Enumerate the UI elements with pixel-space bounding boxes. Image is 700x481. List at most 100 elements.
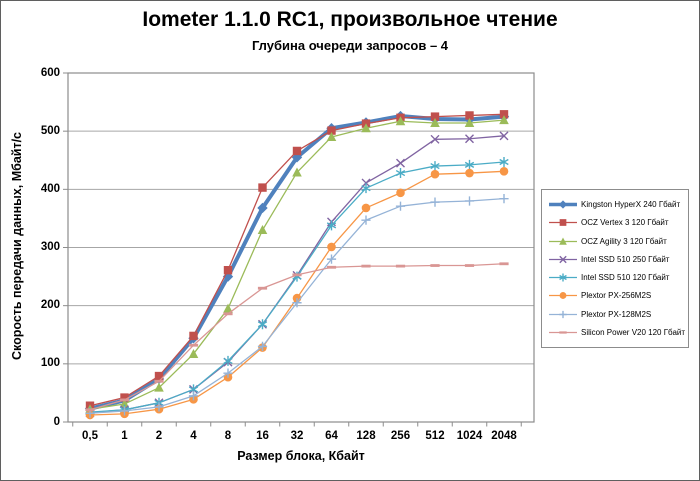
series-line	[89, 119, 505, 410]
legend-swatch-diamond-icon	[549, 200, 577, 209]
legend-label: OCZ Vertex 3 120 Гбайт	[581, 218, 669, 228]
data-point-marker-plus	[430, 197, 440, 207]
legend-swatch-x-icon	[549, 255, 577, 264]
data-point-marker-circle	[465, 168, 474, 178]
legend-item: Plextor PX-256M2S	[548, 289, 686, 302]
x-tick-label: 256	[390, 430, 411, 442]
data-point-marker-triangle	[361, 123, 371, 133]
data-point-marker-triangle	[154, 382, 164, 392]
legend-label: Plextor PX-256M2S	[581, 291, 652, 301]
y-tick-label: 600	[40, 66, 60, 79]
y-tick-label: 0	[53, 415, 60, 428]
data-point-marker-circle	[361, 203, 371, 213]
data-point-marker-plus	[395, 201, 406, 211]
data-point-marker-square	[327, 126, 336, 135]
data-point-marker-circle	[430, 169, 440, 179]
legend-item: Silicon Power V20 120 Гбайт	[548, 326, 686, 339]
data-point-marker-triangle	[559, 237, 567, 245]
data-point-marker-circle	[559, 292, 567, 300]
data-point-marker-square	[559, 219, 567, 227]
data-point-marker-x	[430, 134, 440, 144]
data-point-marker-square	[430, 112, 440, 121]
series-line	[89, 161, 505, 413]
x-tick-label: 1	[121, 430, 128, 442]
data-point-marker-triangle	[223, 303, 233, 313]
data-point-marker-diamond	[257, 202, 268, 214]
legend-swatch-asterisk-icon	[549, 273, 577, 282]
data-point-marker-diamond	[222, 271, 234, 282]
data-point-marker-triangle	[119, 398, 130, 408]
data-point-marker-triangle	[326, 131, 337, 141]
legend-item: Kingston HyperX 240 Гбайт	[548, 198, 686, 211]
series-ocz-vertex-3-120-гбайт	[85, 110, 509, 410]
data-point-marker-plus	[223, 368, 233, 378]
data-point-marker-circle	[499, 167, 509, 176]
x-tick-label: 32	[290, 430, 304, 442]
data-point-marker-triangle	[430, 118, 440, 128]
y-tick-label: 400	[40, 182, 60, 195]
chart-title: Iometer 1.1.0 RC1, произвольное чтение	[142, 8, 558, 31]
data-point-marker-triangle	[257, 225, 268, 235]
data-point-marker-triangle	[292, 167, 302, 177]
legend-swatch-dash-icon	[549, 331, 577, 334]
y-tick-label: 300	[40, 241, 60, 253]
data-point-marker-plus	[499, 194, 509, 204]
data-point-marker-square	[292, 146, 302, 156]
x-tick-label: 1024	[456, 430, 483, 442]
series-intel-ssd-510-120-гбайт	[85, 156, 509, 418]
x-tick-label: 4	[190, 430, 197, 442]
data-point-marker-plus	[559, 310, 567, 318]
data-point-marker-triangle	[464, 118, 475, 128]
x-axis-title: Размер блока, Кбайт	[237, 449, 365, 463]
chart-subtitle: Глубина очереди запросов – 4	[251, 38, 449, 53]
series-silicon-power-v20-120-гбайт	[85, 262, 509, 412]
data-point-marker-square	[223, 265, 233, 275]
legend-item: Intel SSD 510 120 Гбайт	[548, 271, 686, 284]
data-point-marker-asterisk	[430, 161, 440, 172]
x-tick-label: 0,5	[82, 430, 98, 442]
data-point-marker-plus	[292, 298, 302, 308]
data-point-marker-diamond	[558, 200, 568, 209]
data-point-marker-plus	[464, 196, 475, 206]
data-point-marker-triangle	[395, 116, 406, 126]
series-line	[89, 170, 505, 416]
series-ocz-agility-3-120-гбайт	[85, 115, 509, 414]
data-point-marker-triangle	[188, 348, 199, 358]
x-tick-label: 128	[356, 430, 376, 442]
data-point-marker-plus	[119, 406, 130, 416]
legend-swatch-circle-icon	[549, 292, 577, 300]
legend-label: Silicon Power V20 120 Гбайт	[581, 327, 686, 337]
data-point-marker-asterisk	[395, 168, 406, 179]
data-point-marker-circle	[396, 188, 405, 198]
data-point-marker-square	[258, 183, 267, 192]
data-point-marker-triangle	[499, 115, 509, 125]
data-point-marker-plus	[326, 254, 337, 264]
data-point-marker-plus	[257, 341, 268, 351]
legend-item: Plextor PX-128M2S	[548, 308, 686, 321]
data-point-marker-x	[361, 178, 371, 188]
data-point-marker-asterisk	[499, 156, 509, 167]
legend-swatch-square-icon	[549, 219, 577, 227]
legend: Kingston HyperX 240 Гбайт OCZ Vertex 3 12…	[541, 189, 689, 348]
data-point-marker-asterisk	[326, 220, 337, 231]
data-point-marker-x	[499, 131, 509, 141]
data-point-marker-asterisk	[361, 183, 371, 194]
data-point-marker-square	[189, 331, 198, 341]
series-line	[89, 263, 505, 411]
y-tick-label: 100	[40, 357, 60, 370]
data-point-marker-x	[465, 134, 474, 144]
data-point-marker-asterisk	[257, 319, 268, 330]
legend-item: OCZ Vertex 3 120 Гбайт	[548, 216, 686, 229]
legend-label: Plextor PX-128M2S	[581, 309, 652, 319]
legend-item: OCZ Agility 3 120 Гбайт	[548, 235, 686, 248]
data-point-marker-plus	[361, 215, 371, 225]
x-tick-label: 2048	[491, 430, 517, 442]
data-point-marker-x	[559, 255, 567, 264]
y-tick-label: 200	[40, 299, 60, 312]
series-kingston-hyperx-240-гбайт	[84, 110, 510, 414]
data-point-marker-circle	[327, 242, 336, 252]
legend-label: Kingston HyperX 240 Гбайт	[581, 200, 681, 210]
y-axis-title: Скорость передачи данных, Мбайт/с	[10, 131, 24, 361]
